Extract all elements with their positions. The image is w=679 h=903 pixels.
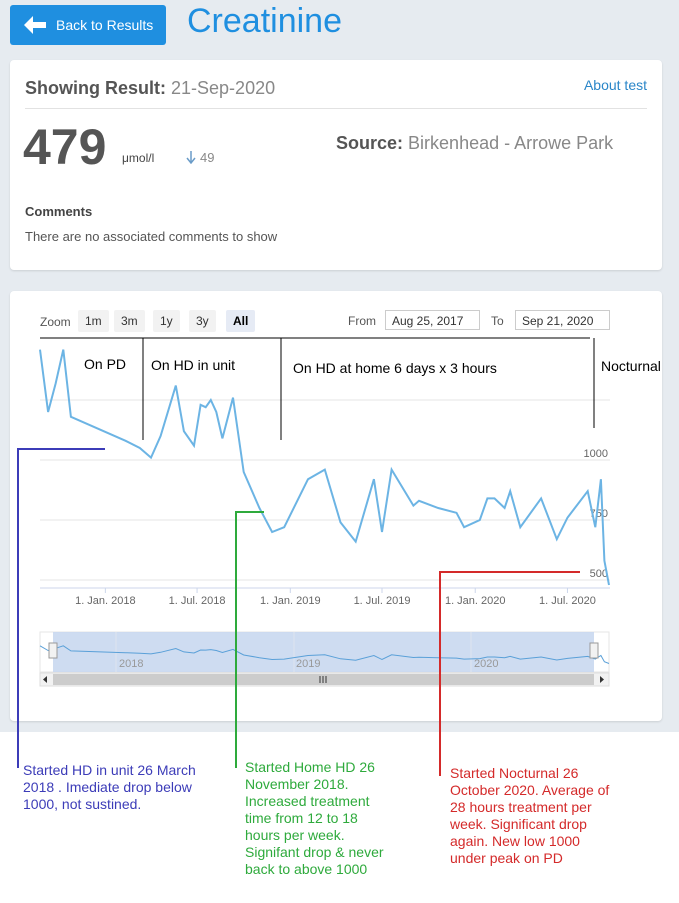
comments-heading: Comments <box>25 204 93 219</box>
back-to-results-button[interactable]: Back to Results <box>10 5 166 45</box>
zoom-1m-button[interactable]: 1m <box>78 310 109 332</box>
x-tick-label: 1. Jan. 2018 <box>75 595 136 607</box>
zoom-all-button[interactable]: All <box>226 310 256 332</box>
zoom-3m-button[interactable]: 3m <box>114 310 145 332</box>
zoom-1y-button[interactable]: 1y <box>153 310 180 332</box>
showing-label: Showing Result: <box>25 78 166 98</box>
x-axis: 1. Jan. 2018 1. Jul. 2018 1. Jan. 2019 1. J… <box>75 588 596 607</box>
page-title: Creatinine <box>187 2 342 40</box>
navigator-left-handle[interactable] <box>48 642 58 659</box>
note-line: Started HD in unit 26 March <box>23 762 196 778</box>
back-button-label: Back to Results <box>56 17 154 33</box>
green-callout-line <box>235 511 264 768</box>
note-line: back to above 1000 <box>245 861 368 877</box>
y-tick-label: 1000 <box>584 448 608 460</box>
about-test-link[interactable]: About test <box>583 77 647 93</box>
change-value: 49 <box>200 150 215 165</box>
result-value: 479 <box>23 119 107 175</box>
label-on-hd-unit: On HD in unit <box>151 357 235 373</box>
change-indicator: 49 <box>186 150 214 165</box>
navigator-right-handle[interactable] <box>589 642 599 659</box>
comments-text: There are no associated comments to show <box>25 229 278 244</box>
label-nocturnal: Nocturnal <box>601 358 661 374</box>
note-line: Increased treatment <box>245 793 370 809</box>
source-location: Birkenhead - Arrowe Park <box>408 133 614 153</box>
zoom-3y-button[interactable]: 3y <box>189 310 216 332</box>
navigator-label-2018: 2018 <box>119 658 143 670</box>
note-line: November 2018. <box>245 776 349 792</box>
label-on-hd-home: On HD at home 6 days x 3 hours <box>293 360 497 376</box>
arrow-down-icon <box>186 151 196 165</box>
note-line: under peak on PD <box>450 850 563 866</box>
x-tick-label: 1. Jul. 2018 <box>169 595 226 607</box>
note-line: October 2020. Average of <box>450 782 610 798</box>
x-tick-label: 1. Jul. 2019 <box>354 595 411 607</box>
from-label: From <box>348 314 376 328</box>
series-line <box>39 349 610 586</box>
note-line: week. Significant drop <box>450 816 587 832</box>
y-tick-label: 500 <box>590 568 608 580</box>
from-date-input[interactable]: Aug 25, 2017 <box>385 310 480 330</box>
note-line: hours per week. <box>245 827 345 843</box>
navigator-label-2019: 2019 <box>296 658 320 670</box>
divider <box>25 108 647 109</box>
note-red: Started Nocturnal 26 October 2020. Avera… <box>450 765 609 867</box>
source: Source: Birkenhead - Arrowe Park <box>336 133 613 154</box>
note-green: Started Home HD 26 November 2018. Increa… <box>245 759 384 878</box>
navigator-label-2020: 2020 <box>474 658 498 670</box>
note-blue: Started HD in unit 26 March 2018 . Imedi… <box>23 762 196 813</box>
note-line: Started Home HD 26 <box>245 759 375 775</box>
navigator-series <box>39 645 610 664</box>
red-callout-line <box>439 571 580 776</box>
note-line: Started Nocturnal 26 <box>450 765 579 781</box>
x-tick-label: 1. Jan. 2020 <box>445 595 506 607</box>
note-line: Signifant drop & never <box>245 844 384 860</box>
note-line: again. New low 1000 <box>450 833 580 849</box>
blue-callout-line <box>17 448 105 768</box>
showing-result: Showing Result: 21-Sep-2020 <box>25 78 275 99</box>
note-line: 28 hours treatment per <box>450 799 592 815</box>
chart-grid <box>40 399 610 589</box>
to-date-input[interactable]: Sep 21, 2020 <box>515 310 610 330</box>
note-line: 2018 . Imediate drop below <box>23 779 192 795</box>
result-date: 21-Sep-2020 <box>171 78 276 98</box>
note-line: time from 12 to 18 <box>245 810 358 826</box>
zoom-label: Zoom <box>40 315 71 329</box>
chart-navigator[interactable]: 2018 2019 2020 <box>39 631 610 687</box>
scroll-left-icon[interactable] <box>43 676 47 683</box>
navigator-selection[interactable] <box>53 632 594 672</box>
result-card: Showing Result: 21-Sep-2020 About test 4… <box>10 60 662 270</box>
result-unit: μmol/l <box>122 151 155 165</box>
scroll-right-icon[interactable] <box>600 676 604 683</box>
x-tick-label: 1. Jan. 2019 <box>260 595 321 607</box>
scroll-grip-icon <box>319 676 327 683</box>
note-line: 1000, not sustined. <box>23 796 142 812</box>
source-label: Source: <box>336 133 404 153</box>
x-tick-label: 1. Jul. 2020 <box>539 595 596 607</box>
to-label: To <box>491 314 504 328</box>
arrow-left-icon <box>24 16 46 34</box>
label-on-pd: On PD <box>84 356 126 372</box>
